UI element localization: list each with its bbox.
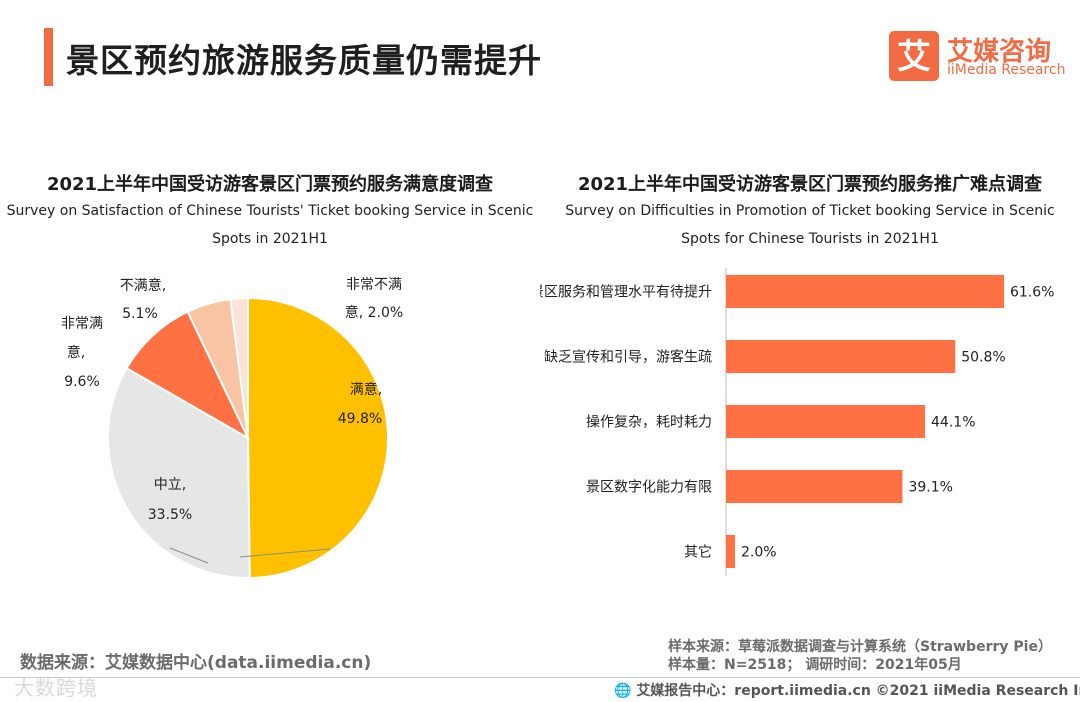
bar-category-label-2: 操作复杂，耗时耗力 (586, 414, 712, 431)
pie-slice-neutral (107, 366, 251, 579)
pie-label-very-satisfied-2: 意, (67, 344, 85, 361)
logo-icon: 艾 (889, 31, 939, 81)
leader-line-very-dissatisfied (239, 548, 331, 558)
footer-divider (0, 677, 1080, 678)
sample-info: 样本来源：草莓派数据调查与计算系统（Strawberry Pie） 样本量：N=… (668, 638, 1052, 674)
sample-size: 样本量：N=2518； 调研时间：2021年05月 (668, 657, 962, 673)
report-center: 🌐 艾媒报告中心：report.iimedia.cn ©2021 iiMedia… (614, 680, 1080, 700)
bar-value-label-2: 44.1% (931, 415, 975, 431)
bar-value-label-1: 50.8% (961, 350, 1005, 366)
pie-label-very-dissatisfied-2: 意, 2.0% (345, 304, 403, 321)
pie-slice-very-dissatisfied (229, 296, 249, 439)
sample-source: 样本来源：草莓派数据调查与计算系统（Strawberry Pie） (668, 639, 1052, 655)
bar-category-label-3: 景区数字化能力有限 (586, 480, 712, 496)
bar-4 (726, 535, 736, 568)
page-title: 景区预约旅游服务质量仍需提升 (66, 41, 542, 80)
bar-category-label-4: 其它 (684, 544, 712, 561)
pie-label-neutral: 中立, (154, 477, 186, 493)
pie-subtitle-line1: Survey on Satisfaction of Chinese Touris… (6, 203, 534, 219)
bar-3 (726, 470, 903, 503)
pie-label-dissatisfied-pct: 5.1% (122, 306, 158, 322)
bar-value-label-3: 39.1% (908, 480, 952, 496)
logo-text-en: iiMedia Research (947, 62, 1066, 78)
pie-chart: 满意, 49.8% 中立, 33.5% 非常满 意, 9.6% 不满意, 5.1… (61, 277, 403, 580)
pie-label-very-satisfied-pct: 9.6% (64, 374, 100, 390)
bar-category-label-1: 缺乏宣传和引导，游客生疏 (544, 349, 712, 366)
title-accent-bar (44, 28, 53, 86)
pie-chart-subtitle: Survey on Satisfaction of Chinese Touris… (0, 197, 540, 253)
bar-chart: 景区服务和管理水平有待提升 61.6% 缺乏宣传和引导，游客生疏 50.8% 操作复杂，… (540, 268, 1054, 576)
bar-subtitle-line1: Survey on Difficulties in Promotion of T… (565, 203, 1055, 219)
bar-value-label-0: 61.6% (1010, 285, 1054, 301)
bar-0 (726, 275, 1004, 308)
pie-label-neutral-pct: 33.5% (148, 507, 192, 523)
bar-subtitle-line2: Spots for Chinese Tourists in 2021H1 (681, 231, 939, 247)
pie-subtitle-line2: Spots in 2021H1 (212, 231, 328, 247)
logo-glyph: 艾 (897, 37, 931, 77)
report-center-text: 艾媒报告中心：report.iimedia.cn ©2021 iiMedia R… (636, 683, 1080, 699)
bar-value-label-4: 2.0% (741, 545, 777, 561)
pie-label-very-satisfied: 非常满 (61, 316, 103, 332)
pie-label-dissatisfied: 不满意, (120, 277, 166, 294)
bar-2 (726, 405, 926, 438)
bar-chart-title: 2021上半年中国受访游客景区门票预约服务推广难点调查 (577, 174, 1043, 195)
globe-icon: 🌐 (614, 683, 632, 699)
pie-slice-very-satisfied (125, 310, 251, 441)
bar-chart-subtitle: Survey on Difficulties in Promotion of T… (540, 197, 1080, 253)
watermark: 大数跨境 (14, 676, 98, 700)
pie-label-very-dissatisfied: 非常不满 (346, 277, 402, 293)
bar-1 (726, 340, 956, 373)
bar-category-label-0: 景区服务和管理水平有待提升 (540, 285, 712, 301)
leader-line-dissatisfied (169, 547, 209, 564)
pie-slice-satisfied (247, 296, 389, 580)
pie-chart-title: 2021上半年中国受访游客景区门票预约服务满意度调查 (46, 174, 494, 195)
logo-glyph-svg: 艾 (897, 37, 931, 77)
data-source: 数据来源：艾媒数据中心(data.iimedia.cn) (20, 653, 372, 673)
logo-text-cn: 艾媒咨询 (947, 37, 1052, 67)
pie-label-satisfied-pct: 49.8% (338, 411, 382, 427)
pie-label-satisfied: 满意, (350, 381, 382, 398)
